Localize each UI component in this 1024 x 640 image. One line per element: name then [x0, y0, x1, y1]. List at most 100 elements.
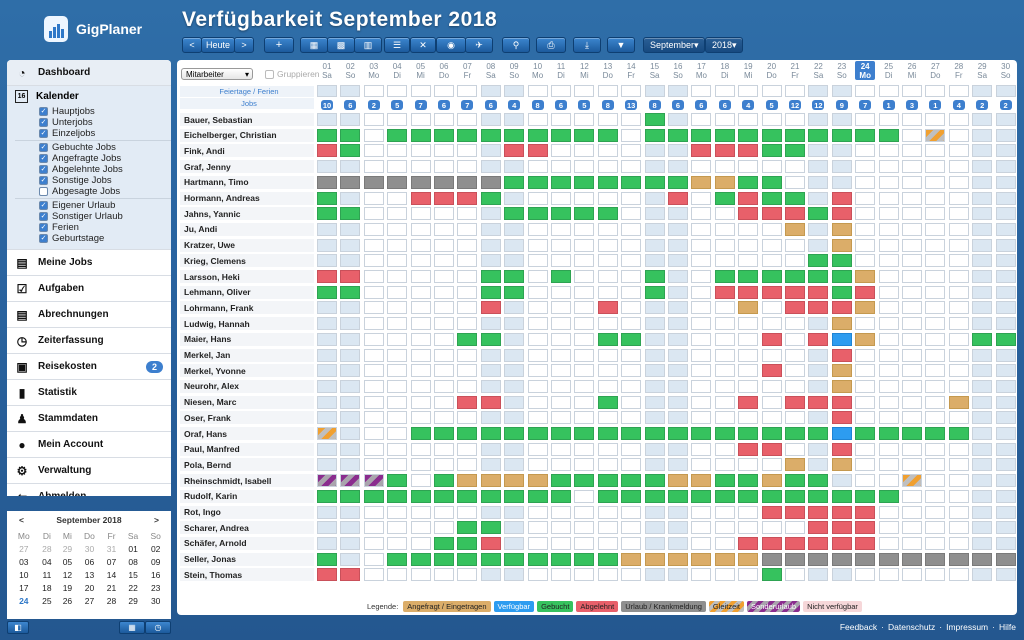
availability-cell[interactable]	[504, 301, 525, 315]
availability-cell[interactable]	[855, 270, 876, 283]
availability-cell[interactable]	[902, 442, 922, 456]
availability-cell[interactable]	[434, 505, 454, 519]
availability-cell[interactable]	[597, 442, 618, 456]
availability-cell[interactable]	[995, 505, 1016, 519]
availability-cell[interactable]	[387, 552, 408, 566]
availability-cell[interactable]	[668, 317, 688, 331]
availability-cell[interactable]	[597, 568, 618, 582]
availability-cell[interactable]	[761, 332, 782, 346]
availability-cell[interactable]	[644, 113, 665, 126]
availability-cell[interactable]	[902, 128, 922, 142]
availability-cell[interactable]	[317, 238, 337, 252]
availability-cell[interactable]	[551, 458, 571, 472]
availability-cell[interactable]	[855, 379, 876, 393]
availability-cell[interactable]	[387, 317, 408, 331]
availability-cell[interactable]	[738, 505, 759, 519]
availability-cell[interactable]	[387, 191, 408, 205]
availability-cell[interactable]	[621, 191, 642, 205]
availability-cell[interactable]	[878, 254, 899, 268]
availability-cell[interactable]	[363, 207, 384, 221]
availability-cell[interactable]	[597, 113, 618, 126]
availability-cell[interactable]	[621, 489, 642, 503]
availability-cell[interactable]	[855, 285, 876, 299]
availability-cell[interactable]	[668, 301, 688, 315]
availability-cell[interactable]	[691, 458, 712, 472]
availability-cell[interactable]	[457, 379, 478, 393]
app-logo[interactable]: GigPlaner	[44, 16, 142, 42]
availability-cell[interactable]	[504, 568, 525, 582]
availability-cell[interactable]	[480, 379, 501, 393]
availability-cell[interactable]	[644, 364, 665, 378]
availability-cell[interactable]	[761, 113, 782, 126]
availability-cell[interactable]	[668, 521, 688, 535]
availability-cell[interactable]	[785, 348, 805, 362]
availability-cell[interactable]	[761, 191, 782, 205]
availability-cell[interactable]	[457, 521, 478, 535]
employee-name[interactable]: Maier, Hans	[180, 332, 314, 346]
availability-cell[interactable]	[995, 160, 1016, 174]
availability-cell[interactable]	[995, 301, 1016, 315]
availability-cell[interactable]	[457, 222, 478, 236]
availability-cell[interactable]	[878, 474, 899, 488]
availability-cell[interactable]	[363, 301, 384, 315]
show-button[interactable]: ◉	[436, 37, 466, 53]
availability-cell[interactable]	[738, 379, 759, 393]
job-count-badge[interactable]: 7	[859, 100, 872, 110]
calendar-view-button[interactable]: ▦	[119, 621, 145, 634]
availability-cell[interactable]	[527, 411, 548, 425]
availability-cell[interactable]	[995, 348, 1016, 362]
kalender-filter-checkbox[interactable]: Abgesagte Jobs	[15, 186, 171, 197]
availability-cell[interactable]	[972, 458, 993, 472]
availability-cell[interactable]	[480, 364, 501, 378]
day-header[interactable]: 10 Mo	[528, 61, 548, 80]
availability-cell[interactable]	[738, 348, 759, 362]
job-count-badge[interactable]: 6	[555, 100, 567, 110]
availability-cell[interactable]	[551, 128, 571, 142]
availability-cell[interactable]	[434, 442, 454, 456]
availability-cell[interactable]	[317, 207, 337, 221]
view-list-button[interactable]: ☰	[384, 37, 410, 53]
availability-cell[interactable]	[551, 536, 571, 550]
availability-cell[interactable]	[691, 175, 712, 189]
day-header[interactable]: 17 Mo	[691, 61, 711, 80]
availability-cell[interactable]	[597, 222, 618, 236]
availability-cell[interactable]	[340, 379, 361, 393]
calendar-day[interactable]: 23	[150, 582, 161, 593]
availability-cell[interactable]	[434, 489, 454, 503]
availability-cell[interactable]	[363, 364, 384, 378]
availability-cell[interactable]	[691, 222, 712, 236]
availability-cell[interactable]	[387, 348, 408, 362]
availability-cell[interactable]	[434, 175, 454, 189]
availability-cell[interactable]	[902, 474, 922, 488]
availability-cell[interactable]	[738, 489, 759, 503]
availability-cell[interactable]	[574, 285, 595, 299]
availability-cell[interactable]	[785, 458, 805, 472]
employee-name[interactable]: Bauer, Sebastian	[180, 113, 314, 126]
availability-cell[interactable]	[691, 160, 712, 174]
availability-cell[interactable]	[995, 317, 1016, 331]
availability-cell[interactable]	[574, 379, 595, 393]
availability-cell[interactable]	[317, 568, 337, 582]
availability-cell[interactable]	[785, 254, 805, 268]
availability-cell[interactable]	[621, 285, 642, 299]
availability-cell[interactable]	[948, 254, 969, 268]
availability-cell[interactable]	[363, 568, 384, 582]
availability-cell[interactable]	[527, 285, 548, 299]
availability-cell[interactable]	[855, 191, 876, 205]
availability-cell[interactable]	[761, 568, 782, 582]
availability-cell[interactable]	[644, 128, 665, 142]
availability-cell[interactable]	[340, 238, 361, 252]
availability-cell[interactable]	[995, 568, 1016, 582]
availability-cell[interactable]	[434, 254, 454, 268]
availability-cell[interactable]	[808, 254, 829, 268]
kalender-filter-checkbox[interactable]: ✓ Gebuchte Jobs	[15, 142, 171, 153]
prev-month-button[interactable]: <	[182, 37, 202, 53]
availability-cell[interactable]	[504, 505, 525, 519]
collapse-sidebar-button[interactable]: ◧	[7, 621, 29, 634]
availability-cell[interactable]	[434, 364, 454, 378]
availability-cell[interactable]	[948, 411, 969, 425]
availability-cell[interactable]	[808, 427, 829, 440]
availability-cell[interactable]	[551, 395, 571, 409]
calendar-day[interactable]: 11	[42, 569, 52, 580]
availability-cell[interactable]	[387, 144, 408, 158]
